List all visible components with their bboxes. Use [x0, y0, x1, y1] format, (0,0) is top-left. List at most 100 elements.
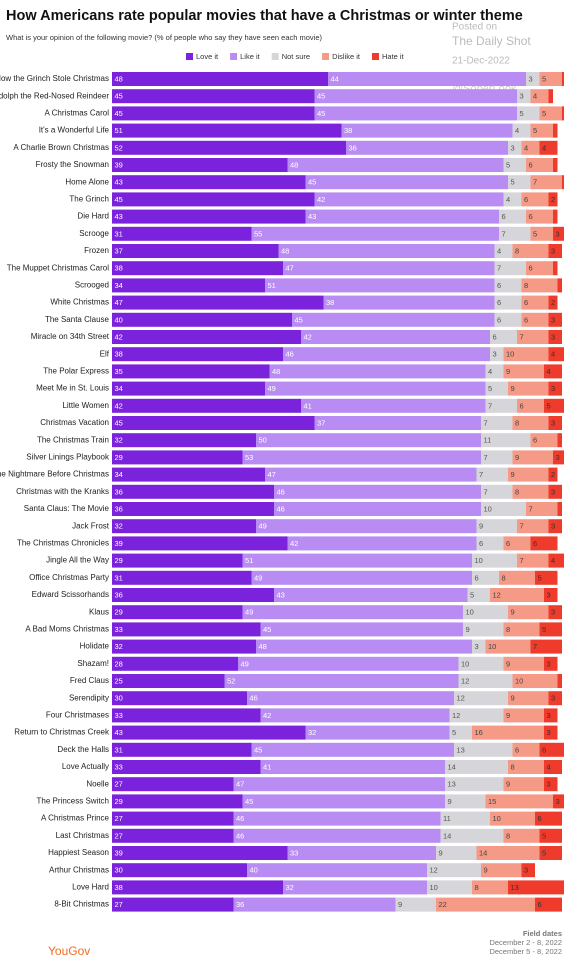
value-label: 9: [398, 900, 402, 909]
value-label: 42: [115, 332, 123, 341]
value-label: 10: [430, 883, 438, 892]
value-label: 30: [115, 694, 123, 703]
bar-segment: [112, 777, 234, 792]
bar-segment: [112, 416, 315, 430]
value-label: 7: [497, 264, 501, 273]
bar-segment: [521, 278, 558, 293]
bar-segment: [557, 674, 562, 688]
value-label: 44: [331, 74, 339, 83]
bar-segment: [346, 140, 508, 155]
bar-segment: [283, 261, 495, 276]
bar-segment: [247, 691, 454, 706]
value-label: 52: [115, 143, 123, 152]
value-label: 3: [551, 487, 555, 496]
bar-segment: [112, 828, 234, 843]
bar-segment: [283, 880, 427, 895]
value-label: 45: [115, 195, 123, 204]
bar-segment: [535, 570, 558, 585]
value-label: 7: [529, 504, 533, 513]
value-label: 47: [268, 470, 276, 479]
value-label: 9: [506, 367, 510, 376]
value-label: 31: [115, 745, 123, 754]
value-label: 6: [524, 195, 528, 204]
value-label: 3: [547, 711, 551, 720]
value-label: 48: [281, 246, 289, 255]
bar-segment: [328, 72, 526, 86]
bar-segment: [512, 484, 549, 499]
bar-segment: [112, 158, 288, 172]
bar-segment: [112, 536, 288, 551]
bar-segment: [553, 794, 564, 809]
value-label: 8: [511, 762, 515, 771]
bar-segment: [548, 416, 562, 430]
category-label: How the Grinch Stole Christmas: [0, 74, 109, 83]
bar-segment: [260, 622, 463, 637]
bar-segment: [485, 398, 517, 413]
value-label: 3: [556, 229, 560, 238]
value-label: 10: [506, 350, 514, 359]
value-label: 8: [475, 883, 479, 892]
value-label: 4: [515, 126, 519, 135]
bar-segment: [512, 123, 531, 138]
bar-segment: [562, 175, 564, 190]
value-label: 7: [520, 556, 524, 565]
value-label: 6: [524, 315, 528, 324]
value-label: 46: [250, 694, 258, 703]
bar-segment: [112, 846, 288, 860]
value-label: 33: [115, 762, 123, 771]
bar-segment: [256, 433, 481, 448]
bar-segment: [508, 880, 564, 895]
bar-segment: [445, 760, 508, 774]
value-label: 5: [542, 109, 546, 118]
bar-segment: [112, 708, 261, 723]
value-label: 4: [533, 92, 537, 101]
bar-segment: [557, 502, 562, 516]
value-label: 9: [515, 453, 519, 462]
value-label: 7: [488, 401, 492, 410]
value-label: 6: [493, 332, 497, 341]
value-label: 45: [263, 625, 271, 634]
value-label: 36: [236, 900, 244, 909]
value-label: 3: [551, 694, 555, 703]
bar-segment: [436, 846, 477, 860]
value-label: 53: [245, 453, 253, 462]
bar-segment: [512, 244, 549, 258]
value-label: 4: [547, 367, 551, 376]
bar-segment: [112, 312, 292, 327]
bar-segment: [314, 106, 517, 121]
bar-segment: [247, 863, 427, 878]
bar-segment: [238, 656, 459, 671]
bar-segment: [508, 605, 549, 620]
bar-segment: [251, 226, 499, 241]
value-label: 31: [115, 229, 123, 238]
bar-segment: [517, 553, 549, 568]
value-label: 6: [475, 573, 479, 582]
bar-segment: [485, 794, 553, 809]
bar-segment: [548, 89, 553, 104]
bar-segment: [112, 502, 274, 516]
bar-segment: [481, 863, 522, 878]
value-label: 34: [115, 470, 123, 479]
value-label: 3: [475, 642, 479, 651]
bar-segment: [530, 123, 553, 138]
bar-segment: [269, 364, 486, 379]
value-label: 6: [520, 401, 524, 410]
bar-segment: [490, 330, 517, 344]
bar-segment: [112, 588, 274, 602]
value-label: 45: [245, 797, 253, 806]
value-label: 42: [290, 539, 298, 548]
bar-segment: [499, 209, 526, 224]
value-label: 6: [538, 900, 542, 909]
bar-segment: [485, 364, 504, 379]
bar-segment: [260, 760, 445, 774]
value-label: 6: [515, 745, 519, 754]
value-label: 6: [529, 212, 533, 221]
value-label: 43: [115, 728, 123, 737]
bar-segment: [112, 725, 306, 740]
bar-segment: [494, 244, 513, 258]
watermark: Posted on: [452, 22, 497, 33]
bar-segment: [112, 656, 238, 671]
bar-segment: [508, 140, 522, 155]
bar-segment: [490, 588, 544, 602]
value-label: 46: [236, 814, 244, 823]
